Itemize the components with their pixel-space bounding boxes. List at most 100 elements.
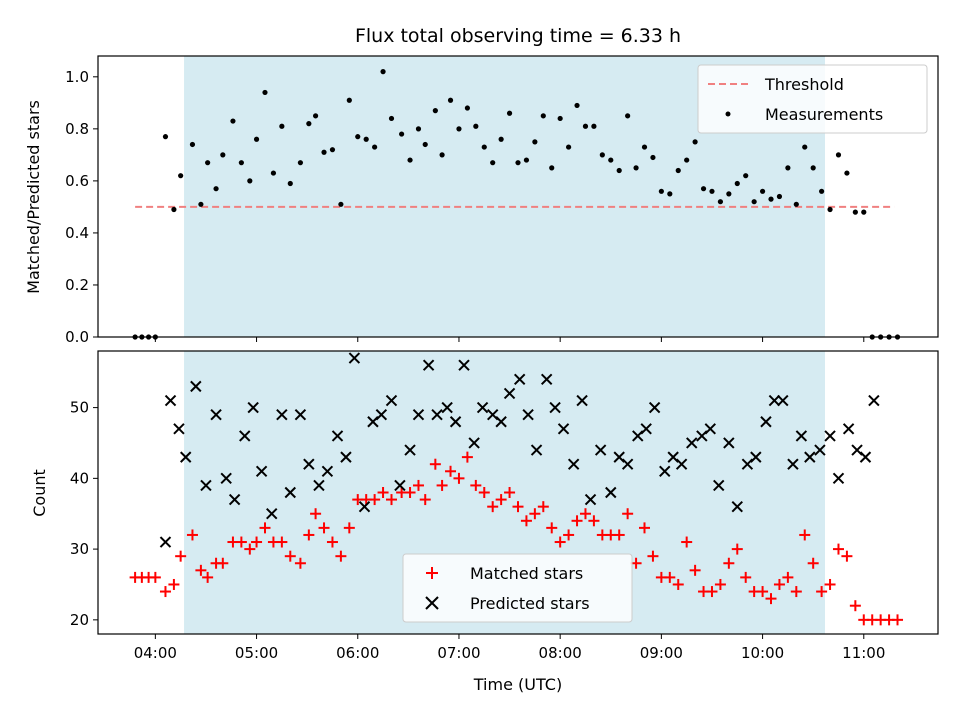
matched-star-point <box>168 578 180 590</box>
measurement-point <box>415 126 422 132</box>
measurement-point <box>447 97 454 103</box>
y-tick-label: 20 <box>70 611 89 629</box>
measurement-point <box>692 139 698 145</box>
predicted-star-point <box>522 408 534 421</box>
y-tick-label: 0.0 <box>65 328 89 346</box>
measurement-point <box>279 123 285 129</box>
measurement-point <box>523 157 530 163</box>
measurement-point <box>591 123 597 129</box>
matched-star-point <box>244 543 256 555</box>
predicted-star-point <box>210 408 222 421</box>
measurement-point <box>329 147 336 153</box>
matched-star-point <box>195 564 207 576</box>
measurement-point <box>338 201 344 207</box>
predicted-star-point <box>476 401 489 414</box>
measurement-point <box>768 196 774 202</box>
y-tick-label: 50 <box>70 399 89 417</box>
matched-star-point <box>554 536 566 548</box>
x-tick-label: 08:00 <box>539 644 582 662</box>
matched-star-point <box>412 479 424 491</box>
matched-star-point <box>326 536 338 548</box>
measurement-point <box>549 165 555 171</box>
predicted-star-point <box>422 359 435 371</box>
y-tick-label: 0.8 <box>65 120 89 138</box>
x-axis-label: Time (UTC) <box>473 675 562 694</box>
measurement-point <box>734 180 740 187</box>
predicted-star-point <box>777 394 789 407</box>
matched-star-point <box>235 536 247 548</box>
top-panel-y-ticks: 0.0 0.2 0.4 0.6 0.8 1.0 <box>65 68 98 346</box>
predicted-star-point <box>859 451 872 463</box>
top-legend: Threshold Measurements <box>697 64 928 134</box>
predicted-star-point <box>804 451 816 463</box>
measurement-point <box>667 191 673 197</box>
predicted-star-point <box>220 472 232 485</box>
predicted-star-point <box>530 444 543 456</box>
measurement-point <box>506 110 513 116</box>
measurement-point <box>650 154 656 161</box>
predicted-star-point <box>348 352 361 364</box>
measurement-point <box>641 144 648 150</box>
matched-star-point <box>436 479 448 491</box>
legend-predicted-label: Predicted stars <box>470 594 590 613</box>
matched-star-point <box>563 529 575 541</box>
bottom-legend-box <box>402 553 633 623</box>
predicted-star-point <box>648 401 661 414</box>
measurement-point <box>297 160 304 166</box>
top-panel-x-ticks <box>154 337 865 342</box>
predicted-star-point <box>412 408 425 421</box>
matched-star-point <box>512 501 524 513</box>
matched-star-point <box>470 479 482 491</box>
predicted-star-point <box>164 394 177 407</box>
measurement-point <box>321 149 327 155</box>
measurement-point <box>802 144 808 150</box>
predicted-star-point <box>266 508 278 520</box>
measurement-point <box>827 206 833 213</box>
measurement-point <box>540 113 546 119</box>
matched-star-point <box>404 487 416 498</box>
measurement-point <box>532 139 538 145</box>
predicted-star-point <box>404 444 416 456</box>
measurement-point <box>785 165 791 171</box>
measurement-point <box>582 123 589 129</box>
matched-star-point <box>723 557 735 569</box>
predicted-star-point <box>731 500 743 513</box>
matched-star-point <box>369 494 381 506</box>
measurement-point <box>658 188 664 194</box>
y-tick-label: 30 <box>70 540 89 558</box>
measurement-point <box>717 199 724 205</box>
matched-star-point <box>259 522 271 534</box>
matched-star-point <box>186 529 198 541</box>
measurement-point <box>759 188 766 194</box>
matched-star-point <box>588 515 600 527</box>
matched-star-point <box>461 451 473 463</box>
predicted-star-point <box>659 465 671 477</box>
matched-star-point <box>765 593 777 605</box>
matched-star-point <box>639 522 651 534</box>
predicted-star-point <box>468 437 480 449</box>
predicted-star-point <box>303 458 315 470</box>
predicted-star-point <box>294 408 307 421</box>
y-tick-label: 40 <box>70 469 89 487</box>
measurement-point <box>574 102 580 109</box>
y-tick-label: 0.2 <box>65 276 89 294</box>
matched-star-point <box>504 487 516 498</box>
measurement-point <box>793 201 799 207</box>
matched-star-point <box>343 522 355 534</box>
predicted-star-point <box>686 437 698 449</box>
measurement-point <box>372 144 378 150</box>
measurement-point <box>346 97 352 103</box>
predicted-star-point <box>284 486 296 499</box>
predicted-star-point <box>621 458 634 470</box>
bottom-panel: 20 30 40 50 04:00 05:00 06:00 07:00 08:00 09:00 1… <box>30 350 939 694</box>
predicted-star-point <box>255 465 268 477</box>
x-tick-label: 07:00 <box>437 644 480 662</box>
measurement-point <box>835 152 842 158</box>
measurement-point <box>633 165 639 171</box>
matched-star-point <box>689 564 701 576</box>
measurement-point <box>819 188 825 194</box>
x-tick-label: 06:00 <box>336 644 379 662</box>
measurement-point <box>490 160 496 166</box>
predicted-star-point <box>557 423 570 435</box>
measurement-point <box>700 186 707 192</box>
